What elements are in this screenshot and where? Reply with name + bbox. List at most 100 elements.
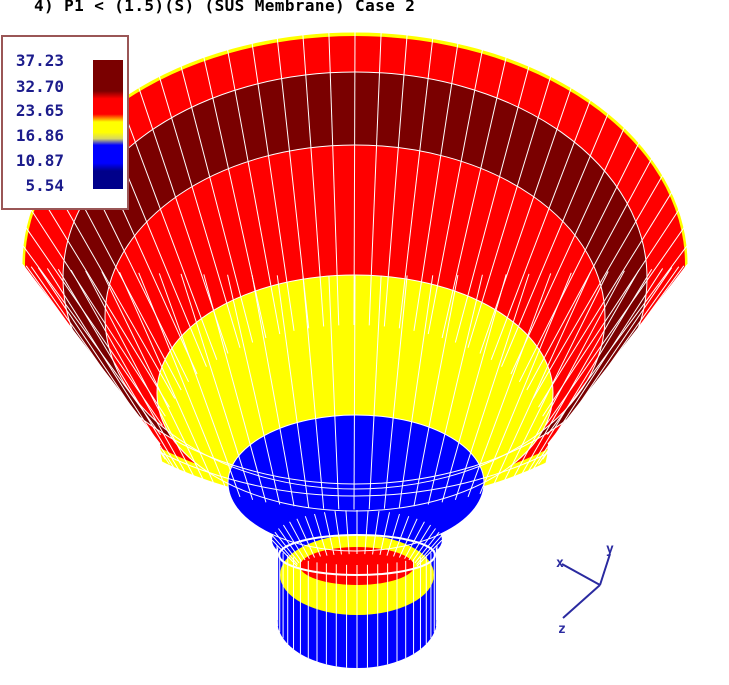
mesh-meridian-front — [302, 275, 325, 509]
mesh-meridian — [383, 34, 408, 327]
mesh-inner-line — [386, 513, 400, 556]
legend-level: 32.70 — [15, 77, 64, 96]
mesh-meridian — [119, 99, 218, 361]
mesh-meridian-front — [454, 273, 530, 500]
mesh-inner-line — [364, 510, 369, 555]
mesh-meridian-front — [510, 270, 625, 483]
legend-level: 37.23 — [15, 51, 64, 70]
mesh-meridian-front — [203, 274, 267, 503]
y-axis-label: y — [606, 542, 614, 557]
mesh-meridian-front — [479, 272, 572, 494]
mesh-meridian-front — [501, 271, 609, 487]
mesh-meridian — [302, 34, 325, 327]
y-axis-line — [599, 553, 611, 586]
mesh-meridian-front — [526, 269, 653, 474]
mesh-meridian — [37, 192, 170, 408]
mesh-inner-line — [334, 510, 342, 555]
mesh-inner-line — [278, 528, 302, 562]
mesh-ring — [227, 414, 485, 552]
mesh-meridian — [227, 49, 281, 335]
mesh-ring — [104, 144, 606, 490]
mesh-meridian — [353, 31, 356, 326]
mesh-meridian-front — [37, 267, 170, 465]
mesh-meridian-front — [398, 275, 434, 508]
z-axis-line — [562, 584, 601, 619]
mesh-meridian — [518, 142, 640, 383]
x-axis-label: x — [556, 556, 564, 571]
mesh-meridian-front — [413, 274, 459, 507]
mesh-meridian — [368, 32, 382, 326]
mesh-meridian-front — [518, 269, 640, 479]
mesh-meridian-front — [427, 274, 483, 505]
mesh-meridian — [427, 49, 483, 335]
mesh-meridian-front — [467, 273, 552, 498]
x-axis-line — [561, 563, 601, 586]
legend-level: 5.54 — [25, 176, 64, 195]
mesh-inner-line — [372, 510, 380, 555]
mesh-inner-line — [323, 512, 335, 556]
mesh-inner-line — [289, 521, 310, 559]
mesh-meridian-front — [251, 274, 295, 507]
mesh-inner-line — [414, 531, 440, 564]
legend-level: 16.86 — [15, 126, 64, 145]
mesh-inner-line — [393, 516, 410, 557]
mesh-inner-line — [412, 528, 436, 562]
mesh-meridian — [546, 245, 688, 435]
mesh-ring — [21, 31, 689, 497]
mesh-inner-line — [408, 524, 432, 561]
mesh-meridian-front — [383, 275, 408, 509]
color-legend: 37.23 32.70 23.65 16.86 10.87 5.54 — [1, 35, 129, 210]
mesh-lines — [21, 31, 689, 668]
mesh-meridian — [413, 43, 459, 331]
band-blue — [228, 415, 484, 551]
mesh-meridian — [490, 99, 591, 361]
mesh-meridian — [538, 192, 673, 408]
membrane-surface — [21, 31, 689, 668]
mesh-meridian-front — [276, 275, 310, 508]
z-axis-label: z — [558, 622, 566, 637]
mesh-inner-line — [282, 524, 306, 561]
mesh-inner-line — [304, 516, 321, 557]
mesh-meridian-front — [328, 275, 340, 510]
mesh-meridian — [398, 38, 434, 329]
mesh-meridian-front — [441, 274, 507, 503]
mesh-inner-line — [271, 539, 298, 567]
mesh-meridian — [510, 127, 625, 375]
mesh-inner-line — [379, 512, 391, 556]
mesh-meridian-front — [101, 271, 207, 487]
mesh-meridian-front — [158, 273, 241, 498]
mesh-inner-line — [296, 518, 316, 558]
legend-level: 10.87 — [15, 151, 64, 170]
mesh-inner-line — [398, 518, 418, 558]
mesh-meridian — [532, 174, 664, 399]
mesh-inner-line — [272, 535, 298, 565]
plot-title: 4) P1 < (1.5)(S) (SUS Membrane) Case 2 — [34, 0, 416, 15]
mesh-inner-line — [416, 535, 442, 565]
mesh-inner-line — [404, 521, 425, 559]
mesh-inner-line — [345, 510, 350, 555]
mesh-meridian — [441, 57, 507, 339]
mesh-meridian — [454, 66, 530, 343]
mesh-meridian-front — [353, 275, 356, 510]
legend-level: 23.65 — [15, 101, 64, 120]
mesh-meridian-front — [70, 269, 190, 479]
mesh-meridian-front — [57, 269, 182, 474]
mesh-ring — [62, 71, 648, 485]
mesh-inner-line — [274, 531, 300, 564]
mesh-meridian-front — [227, 274, 281, 505]
mesh-meridian — [30, 209, 166, 417]
mesh-meridian — [251, 43, 295, 331]
mesh-meridian — [22, 245, 162, 435]
mesh-inner-line — [314, 513, 328, 556]
axes-triad — [561, 553, 611, 619]
mesh-meridian-front — [46, 268, 176, 470]
mesh-meridian-front — [547, 263, 689, 445]
mesh-meridian-front — [119, 271, 218, 491]
mesh-meridian — [328, 32, 340, 326]
mesh-meridian-front — [138, 272, 229, 494]
mesh-meridian — [46, 174, 176, 399]
color-bar — [93, 60, 123, 189]
mesh-ring — [156, 274, 554, 512]
mesh-meridian — [158, 76, 241, 348]
